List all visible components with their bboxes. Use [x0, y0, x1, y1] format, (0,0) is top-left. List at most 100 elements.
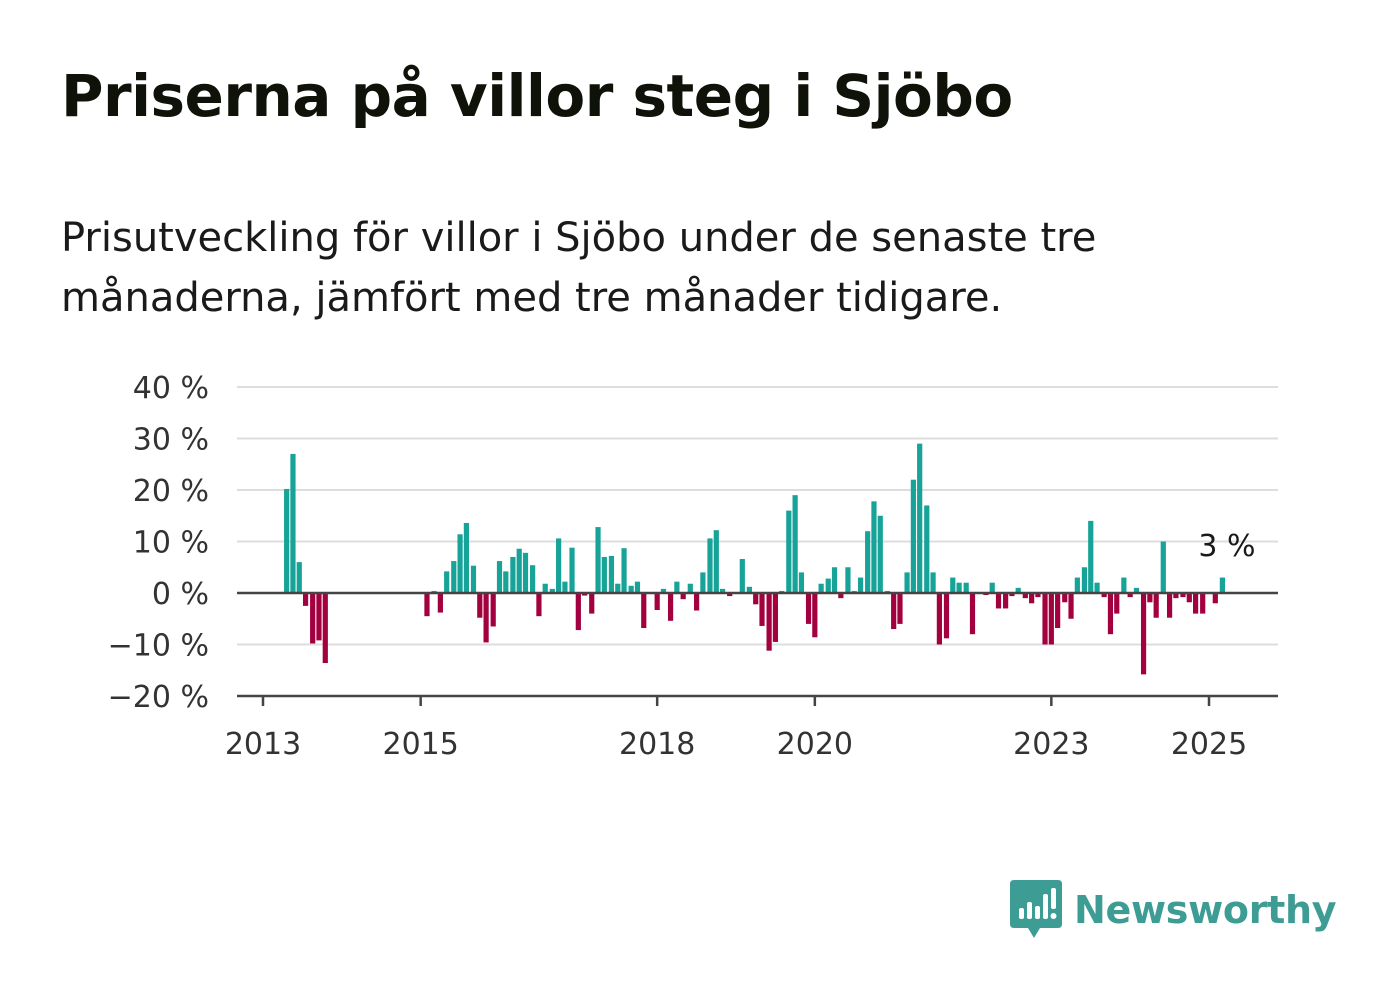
bar — [621, 548, 627, 593]
bar — [693, 593, 700, 611]
bar — [1068, 593, 1074, 619]
bar — [549, 588, 555, 593]
bar — [1003, 593, 1009, 609]
y-tick-label: 30 % — [133, 423, 209, 458]
bar — [674, 581, 680, 593]
bar — [746, 586, 752, 593]
bar — [766, 593, 772, 651]
bar — [891, 593, 897, 630]
bar — [818, 583, 824, 593]
bar — [1088, 520, 1094, 593]
bar — [1212, 593, 1218, 604]
bar — [516, 548, 522, 593]
bar — [542, 583, 548, 593]
bar — [845, 567, 851, 593]
bar — [444, 571, 450, 593]
bar — [700, 572, 706, 593]
bar — [753, 593, 759, 605]
bar — [772, 593, 779, 642]
bar — [963, 582, 969, 593]
x-axis-tick-labels: 2013 2015 2018 2020 2023 2025 — [225, 696, 1247, 762]
bar — [660, 588, 667, 593]
bar — [1029, 593, 1035, 604]
bar — [687, 583, 693, 593]
bar — [522, 552, 529, 593]
bar — [1022, 593, 1028, 599]
bar — [470, 565, 477, 593]
x-tick-label: 2015 — [382, 727, 458, 762]
bar — [897, 593, 903, 624]
bar — [601, 556, 607, 593]
bar — [490, 593, 496, 627]
bar-chart-speech-bubble-icon — [1010, 880, 1062, 938]
bar — [838, 593, 844, 599]
bar — [556, 538, 562, 593]
bar — [284, 488, 290, 593]
bar — [739, 559, 745, 593]
newsworthy-logo: Newsworthy — [1010, 880, 1337, 940]
y-tick-label: 40 % — [133, 371, 209, 406]
bar — [956, 582, 962, 593]
chart-subtitle: Prisutveckling för villor i Sjöbo under … — [61, 215, 1097, 321]
bar — [871, 501, 877, 593]
bar — [1200, 593, 1206, 614]
bar — [536, 593, 542, 617]
bar — [865, 531, 871, 593]
bar — [1121, 577, 1127, 593]
bar — [805, 593, 812, 624]
bar — [727, 593, 733, 597]
bar — [969, 593, 976, 635]
bar — [510, 556, 516, 593]
bar — [322, 593, 328, 664]
bar — [1160, 541, 1166, 593]
bar — [575, 593, 581, 631]
bar — [1127, 593, 1133, 598]
bar — [437, 593, 443, 613]
bar — [310, 593, 316, 644]
bar — [759, 593, 765, 626]
bar — [1048, 593, 1054, 645]
bar — [1101, 593, 1107, 598]
x-tick-label: 2023 — [1013, 727, 1089, 762]
bar — [1153, 593, 1159, 618]
y-axis-tick-labels: 40 % 30 % 20 % 10 % 0 % −10 % −20 % — [108, 371, 209, 715]
bar — [667, 593, 674, 621]
axes — [237, 591, 1278, 698]
bar — [1147, 593, 1153, 603]
bar — [641, 593, 647, 629]
y-tick-label: −20 % — [108, 680, 209, 715]
bar — [1219, 577, 1225, 593]
bar — [1193, 593, 1199, 614]
bar — [798, 572, 805, 593]
bar — [1114, 593, 1120, 614]
bar — [1074, 577, 1080, 593]
bar — [424, 593, 430, 617]
bar — [496, 561, 503, 593]
bar — [792, 495, 798, 593]
bar — [825, 578, 831, 593]
bar — [1081, 567, 1088, 593]
bar — [1009, 593, 1015, 597]
bar — [1133, 587, 1140, 593]
bar — [582, 593, 588, 596]
x-tick-label: 2025 — [1171, 727, 1247, 762]
chart-title: Priserna på villor steg i Sjöbo — [61, 62, 1013, 130]
bar — [595, 527, 601, 593]
brand-name: Newsworthy — [1074, 888, 1337, 932]
bar — [831, 567, 838, 593]
bar — [451, 561, 457, 593]
bar — [930, 572, 936, 593]
bar — [562, 581, 568, 593]
bar — [628, 585, 634, 593]
bar — [989, 582, 995, 593]
bar — [1166, 593, 1173, 618]
bar — [483, 593, 489, 643]
bar — [463, 522, 469, 593]
x-tick-label: 2020 — [777, 727, 853, 762]
bar — [877, 515, 883, 593]
bar — [654, 593, 660, 610]
bar — [1015, 587, 1021, 593]
bar — [1186, 593, 1192, 603]
bar — [634, 581, 641, 593]
bar — [680, 593, 686, 600]
